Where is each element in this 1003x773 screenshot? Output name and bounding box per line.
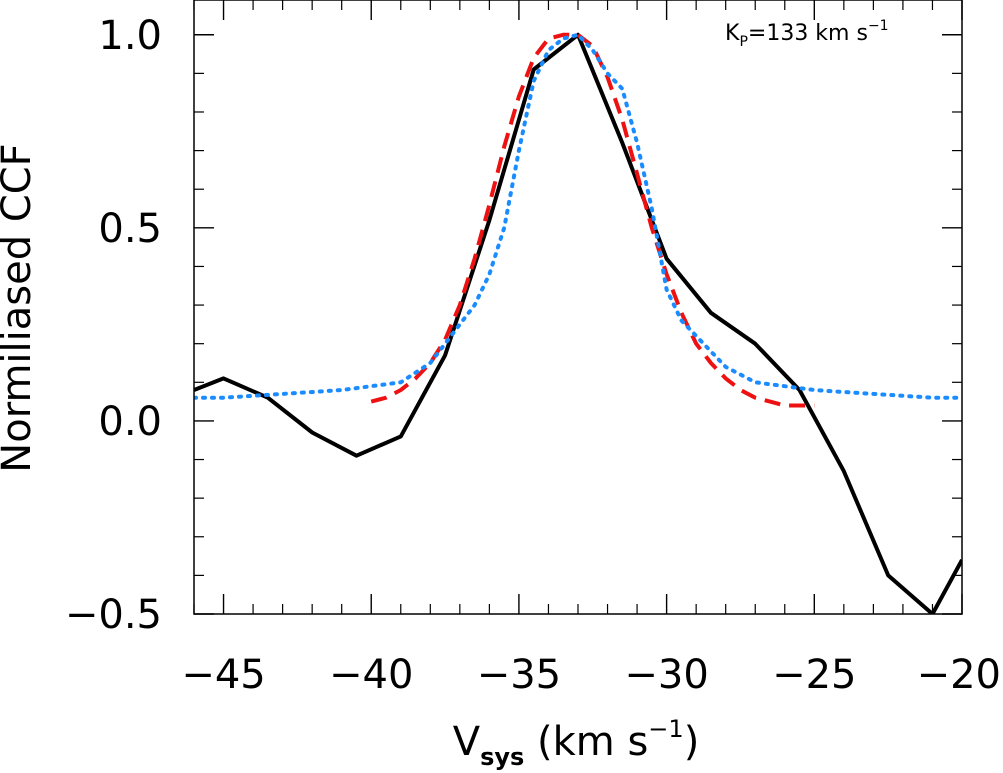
major-ticks bbox=[194, 0, 963, 615]
series-solid-line bbox=[194, 32, 962, 614]
series-dotted-line bbox=[194, 32, 962, 400]
kp-annotation: KP=133 km s−1 bbox=[725, 18, 889, 50]
x-tick-label: −35 bbox=[477, 652, 561, 698]
series-dashed-line bbox=[370, 32, 815, 408]
x-tick-label: −45 bbox=[181, 652, 265, 698]
y-tick-label: −0.5 bbox=[65, 592, 162, 638]
x-tick-label: −20 bbox=[917, 652, 1001, 698]
y-tick-label: 1.0 bbox=[98, 13, 162, 59]
series-layer bbox=[194, 32, 962, 614]
y-tick-labels: −0.5 0.0 0.5 1.0 bbox=[65, 13, 162, 638]
y-tick-label: 0.5 bbox=[98, 206, 162, 252]
x-tick-label: −30 bbox=[624, 652, 708, 698]
y-axis-title: Normiliased CCF bbox=[0, 143, 40, 472]
plot-frame bbox=[193, 0, 963, 615]
x-tick-labels: −45 −40 −35 −30 −25 −20 bbox=[181, 652, 1001, 698]
x-axis-title: Vsys (km s−1) bbox=[453, 715, 700, 771]
minor-ticks bbox=[193, 0, 962, 614]
x-tick-label: −25 bbox=[772, 652, 856, 698]
y-tick-label: 0.0 bbox=[98, 399, 162, 445]
x-tick-label: −40 bbox=[329, 652, 413, 698]
